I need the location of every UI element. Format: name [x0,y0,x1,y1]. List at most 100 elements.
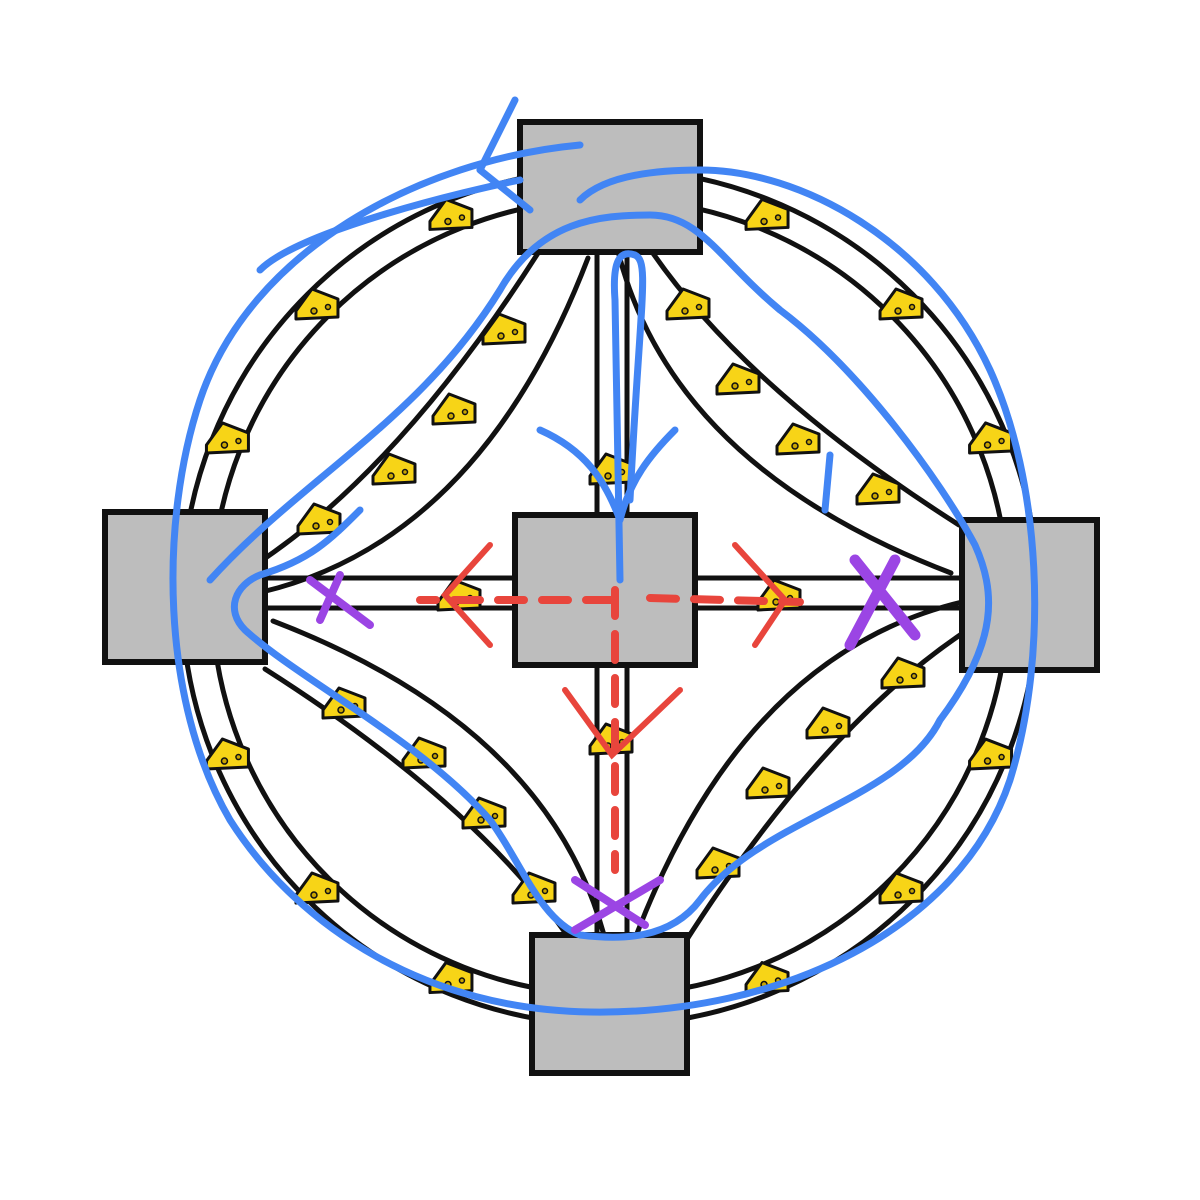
red-arrow-down [562,687,683,760]
cheese-body [294,871,340,905]
cheese [665,287,711,321]
red-dash-right [646,594,804,606]
cheese-hole [220,441,229,449]
cheese-hole [791,442,799,450]
cheese-hole [458,214,466,221]
cheese [296,502,342,536]
cheese-hole [401,468,409,476]
cheese [294,287,340,321]
curved-corridor [252,247,591,595]
red-arrow-right [732,542,789,648]
cheese-hole [731,382,739,390]
curve-wall [252,247,543,568]
center-room [512,512,698,668]
inner-loop [206,211,993,941]
blue-stroke [821,451,834,514]
cheese-body [968,737,1014,771]
cheese-hole [387,472,395,480]
cheese [855,472,901,506]
blue-stroke [256,176,524,274]
cheese-hole [541,887,549,895]
cheese [428,197,474,231]
cheese-body [371,452,417,486]
cheese-hole [312,522,320,530]
cheese-hole [681,307,689,315]
cheese [745,766,791,800]
cheese-body [775,422,821,456]
cheese [401,736,447,770]
cheese-hole [998,437,1005,445]
cheese-hole [461,408,469,416]
blue-route [169,96,1039,1016]
cheese-hole [310,891,318,899]
cheese-hole [497,332,505,340]
cheese-hole [885,488,893,496]
cheese-body [878,871,924,905]
cheese [204,421,250,455]
center-path [610,250,647,584]
cheese-body [431,392,477,426]
cheese-hole [983,757,992,765]
cheese-hole [983,441,992,449]
cheese-hole [695,303,703,311]
cheese-hole [431,752,439,760]
cheese-hole [871,492,879,500]
curve-wall [614,244,954,576]
cheese [775,422,821,456]
purple-x [306,571,374,629]
red-routes [416,542,804,874]
cheese-body [878,287,924,321]
cheese [715,362,761,396]
bottom-room [529,932,690,1076]
cheese-body [715,362,761,396]
cheese [878,287,924,321]
cheese-hole [447,412,455,420]
cheese-body [665,287,711,321]
cheese-hole [324,303,332,311]
cheese [805,706,851,740]
cheese-hole [511,328,519,336]
purple-x [571,876,664,934]
top-room [517,119,703,255]
cheese-hole [774,214,782,221]
cheese-hole [310,307,318,315]
cheese-hole [458,977,466,984]
cheese-hole [477,816,485,824]
cheese-hole [745,378,753,386]
cheese [481,312,527,346]
cheese-body [880,656,926,690]
cheese-hole [835,722,843,730]
red-arrow-left [440,542,493,648]
cheese-hole [220,757,229,765]
cheese-hole [998,753,1005,761]
cheese-hole [444,217,452,226]
cheese [744,197,790,231]
cheese [880,656,926,690]
cheese-body [428,197,474,231]
curved-corridor [262,618,610,957]
cheese [968,737,1014,771]
cheese-hole [337,706,345,714]
arrow-head [476,96,534,214]
cheese-body [855,472,901,506]
cheese-hole [908,887,916,895]
cheese-body [294,287,340,321]
purple-marks [306,554,921,934]
cheese-hole [896,676,904,684]
cheese-hole [910,672,918,680]
curved-corridor [614,237,962,576]
cheese-hole [235,753,242,761]
cheese [371,452,417,486]
cheese-hole [491,812,499,820]
cheese-hole [908,303,916,311]
cheese-hole [760,217,768,226]
cheese-body [204,421,250,455]
cheese-body [744,197,790,231]
outer-loop [169,141,1039,1016]
cheese-body [805,706,851,740]
cheese-hole [775,782,783,790]
cheese [431,392,477,426]
cheese-hole [761,786,769,794]
cheese [294,871,340,905]
